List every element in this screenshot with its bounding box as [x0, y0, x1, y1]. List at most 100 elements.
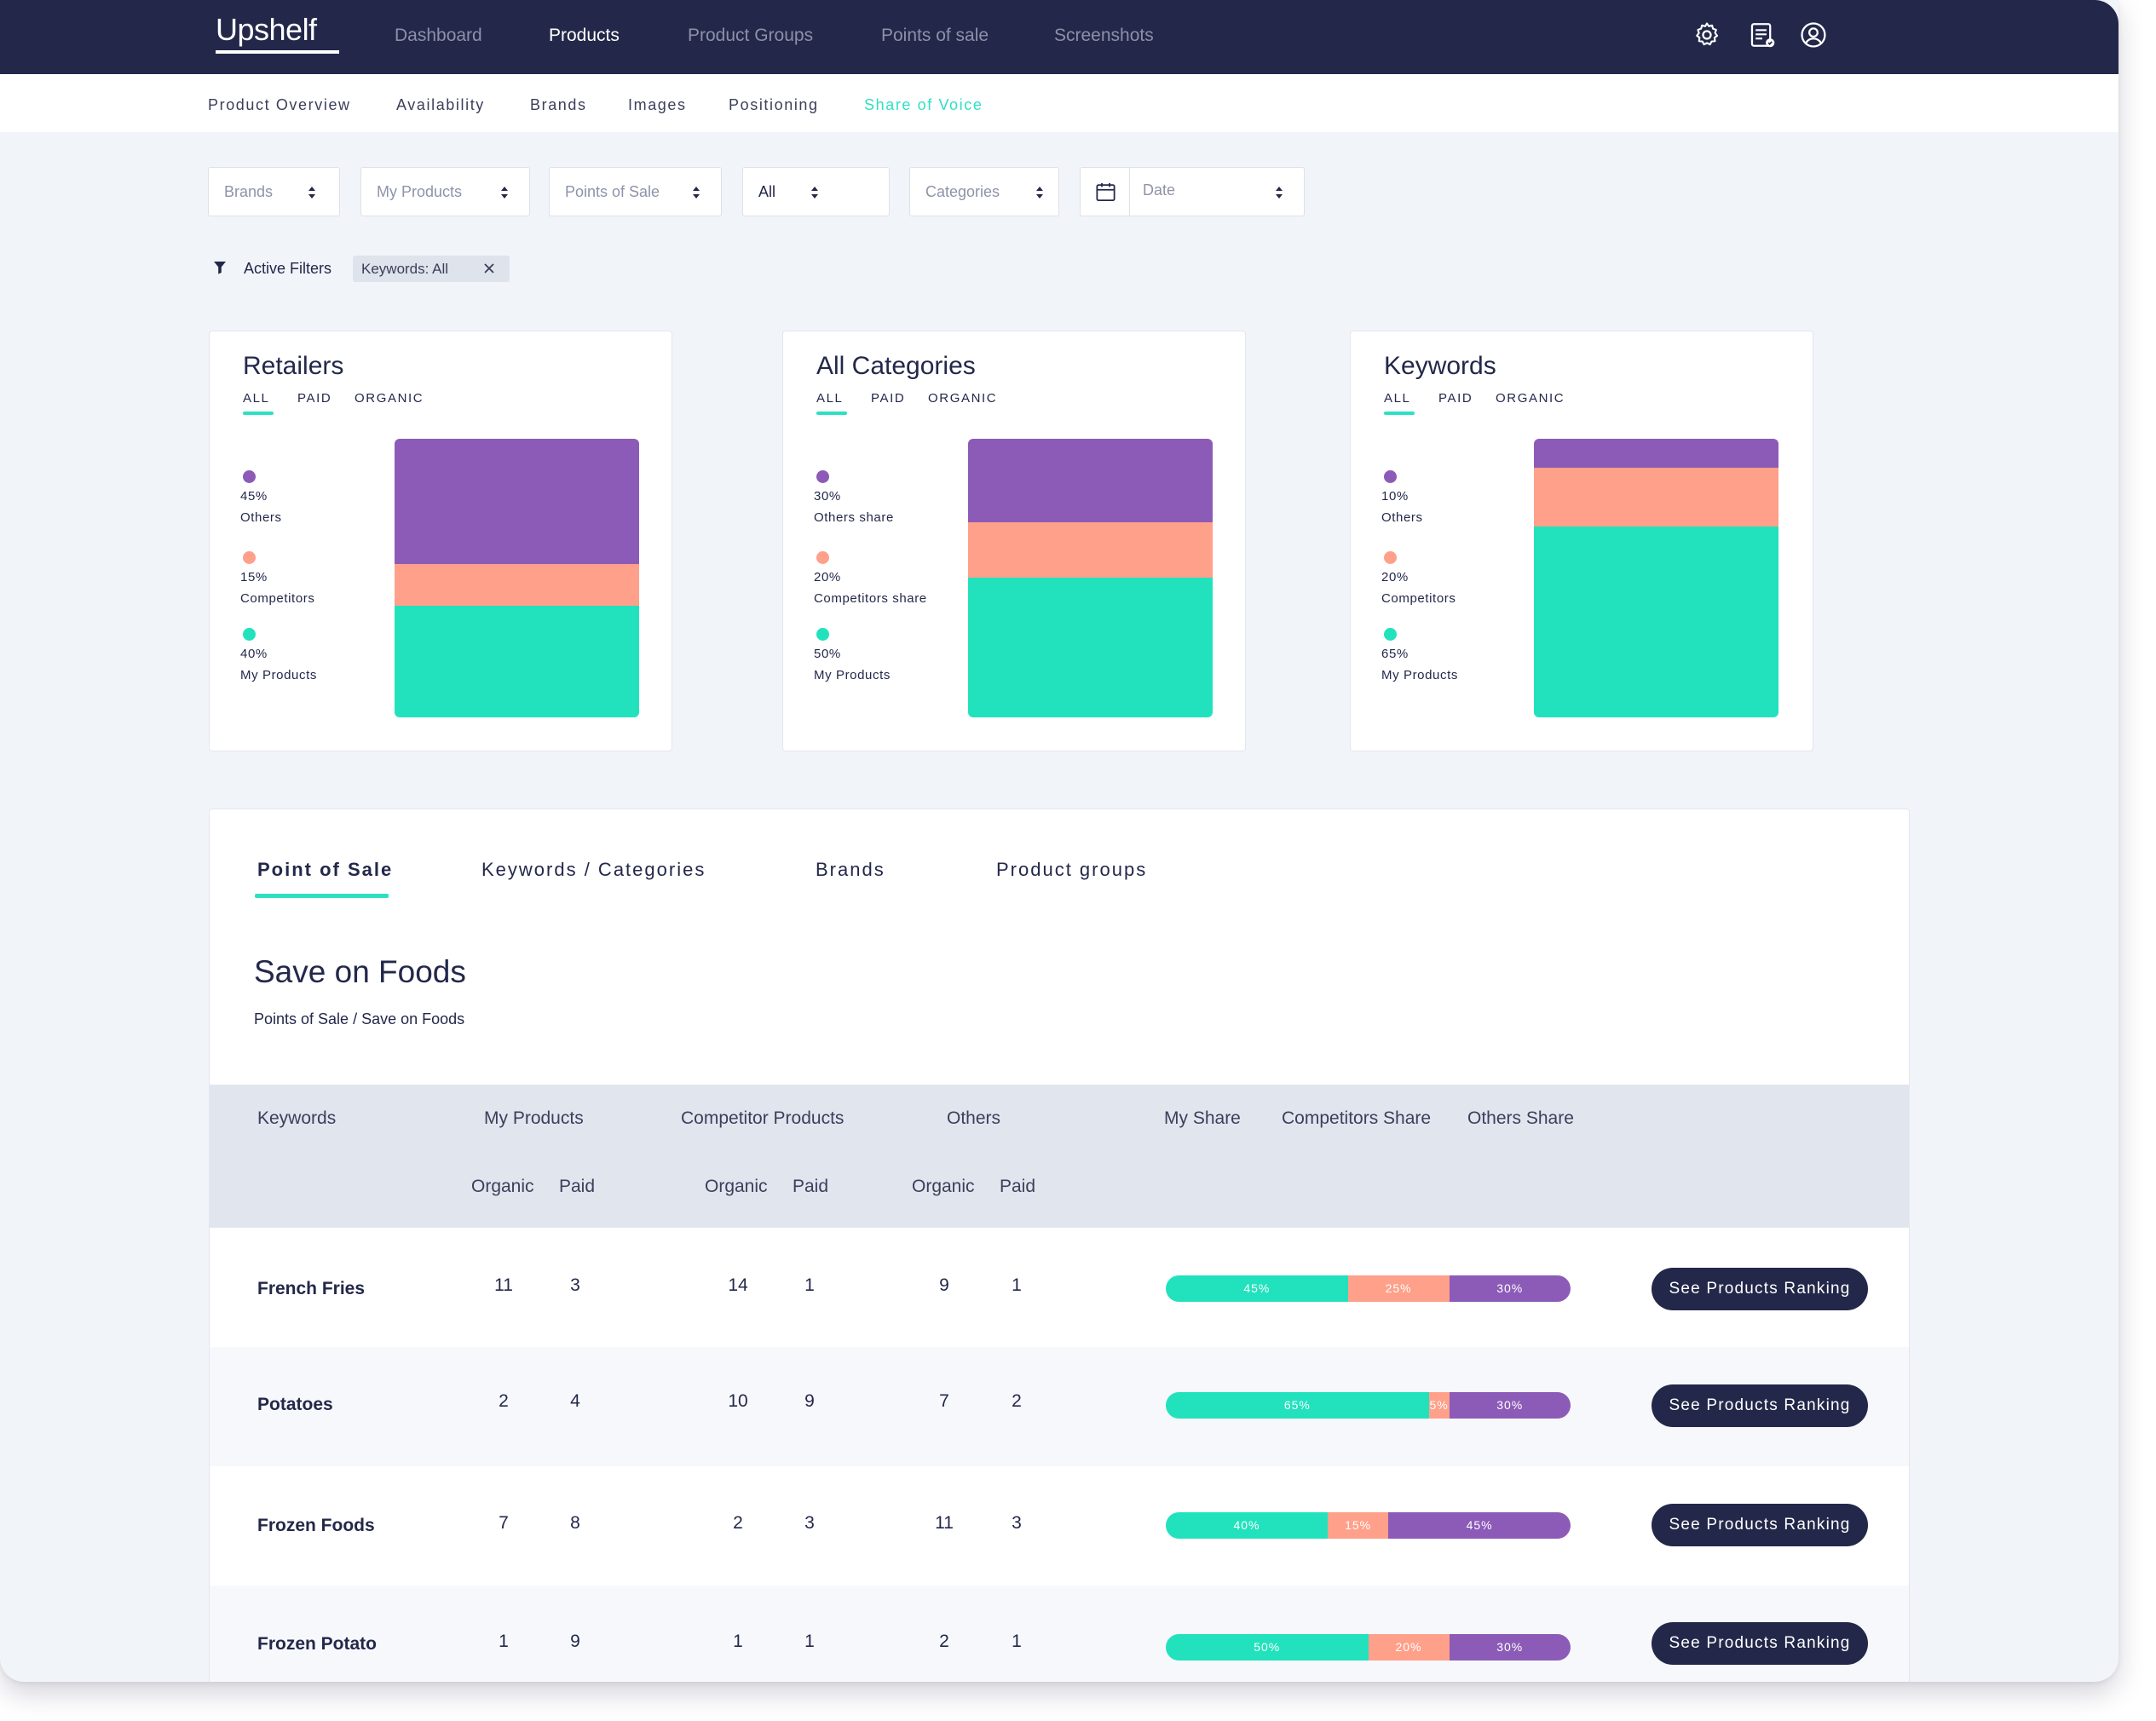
subnav-product-overview[interactable]: Product Overview: [208, 96, 351, 113]
close-icon[interactable]: [482, 262, 496, 275]
legend-label: Competitors: [240, 591, 315, 606]
card-tab-paid[interactable]: PAID: [1438, 391, 1473, 406]
brands-filter[interactable]: Brands: [208, 167, 340, 216]
all-filter[interactable]: All: [742, 167, 890, 216]
nav-product-groups[interactable]: Product Groups: [688, 26, 814, 45]
tab-underline: [255, 894, 389, 898]
subnav-images[interactable]: Images: [628, 96, 687, 113]
legend-label: My Products: [814, 668, 891, 682]
table-panel: Point of Sale Keywords / Categories Bran…: [209, 809, 1910, 1682]
subheader-organic: Organic: [705, 1177, 768, 1196]
legend-label: Others: [1381, 510, 1423, 525]
my-organic-cell: 1: [499, 1632, 509, 1651]
logo-underline: [216, 50, 339, 54]
others-share-segment: 30%: [1449, 1392, 1571, 1419]
legend-percent: 15%: [240, 570, 268, 584]
header-others-share[interactable]: Others Share: [1467, 1108, 1574, 1128]
legend-percent: 45%: [240, 489, 268, 504]
header-keywords[interactable]: Keywords: [257, 1108, 337, 1128]
points-of-sale-filter[interactable]: Points of Sale: [549, 167, 722, 216]
date-filter[interactable]: Date: [1080, 167, 1305, 216]
see-products-ranking-button[interactable]: See Products Ranking: [1652, 1268, 1868, 1310]
competitors-segment: [1534, 468, 1778, 527]
filter-chip-label: Keywords: All: [361, 261, 449, 277]
top-navbar: Upshelf Dashboard Products Product Group…: [0, 0, 2119, 74]
card-tab-organic[interactable]: ORGANIC: [355, 391, 424, 406]
legend-percent: 30%: [814, 489, 841, 504]
legend-label: Competitors: [1381, 591, 1456, 606]
calendar-icon: [1096, 182, 1115, 202]
sort-arrows-icon: [1276, 187, 1283, 199]
my-share-segment: 45%: [1166, 1275, 1348, 1302]
categories-filter[interactable]: Categories: [909, 167, 1059, 216]
card-tab-all[interactable]: ALL: [1384, 391, 1411, 406]
my-paid-cell: 4: [570, 1391, 580, 1411]
sort-arrows-icon: [693, 187, 700, 199]
header-my-share[interactable]: My Share: [1164, 1108, 1241, 1128]
header-my-products[interactable]: My Products: [484, 1108, 584, 1128]
subnav-availability[interactable]: Availability: [396, 96, 485, 113]
card-tab-organic[interactable]: ORGANIC: [928, 391, 998, 406]
header-others[interactable]: Others: [947, 1108, 1001, 1128]
report-icon[interactable]: [1748, 20, 1777, 49]
my-products-segment: [968, 578, 1213, 717]
nav-screenshots[interactable]: Screenshots: [1054, 26, 1154, 45]
my-products-filter[interactable]: My Products: [360, 167, 530, 216]
competitors-share-segment: 5%: [1428, 1392, 1450, 1419]
legend-dot: [816, 470, 829, 483]
competitors-share-segment: 20%: [1368, 1634, 1450, 1661]
active-filters-label: Active Filters: [244, 260, 332, 277]
my-products-segment: [1534, 527, 1778, 717]
see-products-ranking-button[interactable]: See Products Ranking: [1652, 1384, 1868, 1427]
card-tab-underline: [1384, 412, 1415, 415]
subnav-share-of-voice[interactable]: Share of Voice: [864, 96, 983, 113]
filter-chip: Keywords: All: [353, 256, 510, 282]
card-tab-all[interactable]: ALL: [243, 391, 270, 406]
see-products-ranking-button[interactable]: See Products Ranking: [1652, 1504, 1868, 1546]
sort-arrows-icon: [811, 187, 818, 199]
card-tab-organic[interactable]: ORGANIC: [1496, 391, 1565, 406]
gear-icon[interactable]: [1692, 20, 1721, 49]
legend-percent: 10%: [1381, 489, 1409, 504]
legend-item-others: 45% Others: [240, 470, 394, 525]
legend-dot: [1384, 628, 1397, 641]
comp-organic-cell: 14: [728, 1275, 748, 1295]
share-bar: 50% 20% 30%: [1166, 1634, 1571, 1661]
others-share-segment: 45%: [1388, 1512, 1571, 1539]
my-share-segment: 65%: [1166, 1392, 1429, 1419]
tab-brands[interactable]: Brands: [816, 859, 885, 880]
header-competitors-share[interactable]: Competitors Share: [1282, 1108, 1432, 1128]
others-paid-cell: 1: [1012, 1632, 1022, 1651]
legend-item-competitors: 20% Competitors: [1381, 551, 1535, 606]
tab-product-groups[interactable]: Product groups: [996, 859, 1148, 880]
legend-percent: 20%: [814, 570, 841, 584]
tab-keywords-categories[interactable]: Keywords / Categories: [481, 859, 706, 880]
legend-item-others: 10% Others: [1381, 470, 1535, 525]
stacked-bar: [968, 439, 1213, 717]
subnav-brands[interactable]: Brands: [530, 96, 587, 113]
others-share-segment: 30%: [1449, 1275, 1571, 1302]
subnav-positioning[interactable]: Positioning: [729, 96, 819, 113]
user-icon[interactable]: [1799, 20, 1828, 49]
legend-dot: [243, 628, 256, 641]
see-products-ranking-button[interactable]: See Products Ranking: [1652, 1622, 1868, 1665]
nav-dashboard[interactable]: Dashboard: [395, 26, 482, 45]
app-logo[interactable]: Upshelf: [216, 12, 317, 47]
card-title: Keywords: [1384, 352, 1496, 380]
keyword-cell: Potatoes: [257, 1395, 333, 1414]
card-tab-paid[interactable]: PAID: [297, 391, 332, 406]
comp-paid-cell: 1: [804, 1632, 815, 1651]
nav-points-of-sale[interactable]: Points of sale: [881, 26, 989, 45]
others-organic-cell: 7: [939, 1391, 949, 1411]
card-tab-paid[interactable]: PAID: [871, 391, 906, 406]
others-organic-cell: 2: [939, 1632, 949, 1651]
stacked-bar: [395, 439, 639, 717]
legend-percent: 50%: [814, 647, 841, 661]
card-tab-all[interactable]: ALL: [816, 391, 844, 406]
stacked-bar: [1534, 439, 1778, 717]
legend-label: My Products: [240, 668, 317, 682]
nav-products[interactable]: Products: [549, 26, 620, 45]
all-filter-label: All: [758, 183, 776, 200]
header-competitor-products[interactable]: Competitor Products: [681, 1108, 845, 1128]
tab-point-of-sale[interactable]: Point of Sale: [257, 859, 394, 880]
